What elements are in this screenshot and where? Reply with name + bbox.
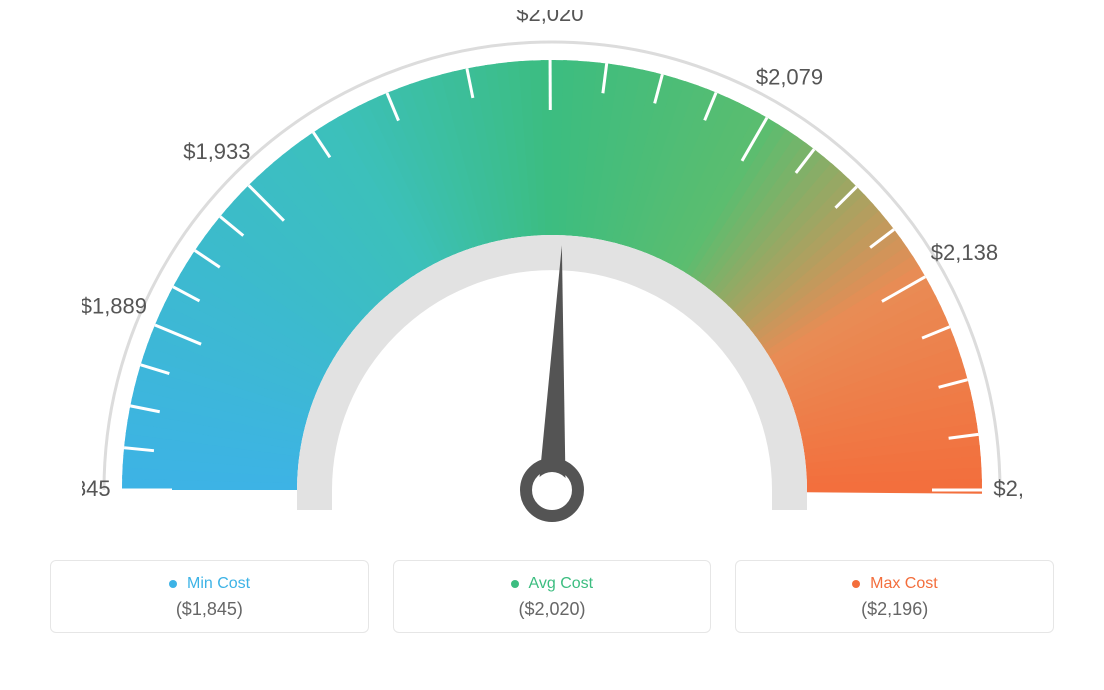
avg-cost-label-text: Avg Cost <box>528 575 593 592</box>
gauge-tick-label: $2,079 <box>756 64 823 89</box>
gauge-area: $1,845 $1,889 $1,933 $2,020 $2,079 $2,138 $2,1… <box>40 10 1064 560</box>
chart-container: $1,845 $1,889 $1,933 $2,020 $2,079 $2,138 $2,1… <box>0 0 1104 690</box>
avg-cost-dot <box>511 580 519 588</box>
gauge-tick-label: $2,196 <box>993 476 1022 501</box>
max-cost-label: Max Cost <box>746 575 1043 593</box>
min-cost-label: Min Cost <box>61 575 358 593</box>
min-cost-value: ($1,845) <box>61 599 358 620</box>
gauge-tick-label: $1,889 <box>82 294 147 319</box>
gauge-tick-label: $2,138 <box>931 240 998 265</box>
min-cost-card: Min Cost ($1,845) <box>50 560 369 633</box>
gauge-tick-label: $1,933 <box>183 139 250 164</box>
min-cost-label-text: Min Cost <box>187 575 250 592</box>
avg-cost-label: Avg Cost <box>404 575 701 593</box>
gauge-needle-hub-inner <box>534 472 570 508</box>
max-cost-card: Max Cost ($2,196) <box>735 560 1054 633</box>
summary-cards: Min Cost ($1,845) Avg Cost ($2,020) Max … <box>40 560 1064 633</box>
max-cost-label-text: Max Cost <box>870 575 938 592</box>
gauge-svg: $1,845 $1,889 $1,933 $2,020 $2,079 $2,138 $2,1… <box>82 10 1022 565</box>
avg-cost-card: Avg Cost ($2,020) <box>393 560 712 633</box>
min-cost-dot <box>169 580 177 588</box>
max-cost-dot <box>852 580 860 588</box>
gauge-tick-label: $1,845 <box>82 476 111 501</box>
avg-cost-value: ($2,020) <box>404 599 701 620</box>
gauge-mask-foot-right <box>772 490 807 510</box>
gauge-mask-foot-left <box>297 490 332 510</box>
gauge-tick-label: $2,020 <box>516 10 583 26</box>
max-cost-value: ($2,196) <box>746 599 1043 620</box>
